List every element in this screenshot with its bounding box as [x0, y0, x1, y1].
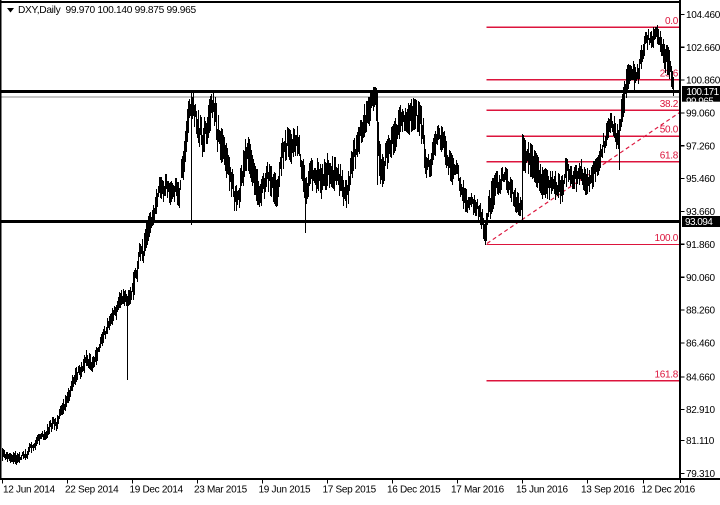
- svg-text:86.460: 86.460: [686, 339, 716, 350]
- svg-text:17 Sep 2015: 17 Sep 2015: [323, 485, 377, 496]
- svg-text:22 Sep 2014: 22 Sep 2014: [65, 485, 119, 496]
- svg-text:81.110: 81.110: [686, 436, 715, 447]
- svg-text:93.660: 93.660: [686, 207, 716, 218]
- svg-text:104.460: 104.460: [686, 10, 720, 21]
- svg-text:99.060: 99.060: [686, 109, 716, 120]
- svg-text:61.8: 61.8: [660, 150, 679, 161]
- svg-text:90.060: 90.060: [686, 273, 716, 284]
- svg-text:88.260: 88.260: [686, 306, 716, 317]
- svg-text:15 Jun 2016: 15 Jun 2016: [516, 485, 568, 496]
- svg-text:91.860: 91.860: [686, 240, 716, 251]
- svg-text:102.660: 102.660: [686, 43, 720, 54]
- svg-text:79.310: 79.310: [686, 469, 716, 480]
- svg-text:97.260: 97.260: [686, 141, 716, 152]
- svg-text:38.2: 38.2: [660, 99, 679, 110]
- svg-text:82.910: 82.910: [686, 405, 716, 416]
- svg-text:100.171: 100.171: [686, 87, 719, 98]
- svg-text:50.0: 50.0: [660, 125, 679, 136]
- svg-text:161.8: 161.8: [654, 369, 678, 380]
- svg-text:95.460: 95.460: [686, 174, 716, 185]
- svg-text:16 Dec 2015: 16 Dec 2015: [387, 485, 441, 496]
- svg-text:23 Mar 2015: 23 Mar 2015: [194, 485, 248, 496]
- svg-text:93.094: 93.094: [685, 217, 713, 228]
- svg-text:0.0: 0.0: [665, 16, 679, 27]
- svg-text:100.0: 100.0: [654, 233, 678, 244]
- svg-text:12 Dec 2016: 12 Dec 2016: [642, 485, 696, 496]
- svg-text:84.660: 84.660: [686, 373, 716, 384]
- svg-text:100.860: 100.860: [686, 76, 720, 87]
- svg-text:99.965: 99.965: [686, 97, 714, 108]
- svg-text:19 Dec 2014: 19 Dec 2014: [130, 485, 184, 496]
- svg-text:DXY,Daily 99.970 100.140 99.8: DXY,Daily 99.970 100.140 99.875 99.965: [18, 5, 196, 16]
- svg-text:19 Jun 2015: 19 Jun 2015: [259, 485, 311, 496]
- svg-text:13 Sep 2016: 13 Sep 2016: [581, 485, 635, 496]
- svg-text:17 Mar 2016: 17 Mar 2016: [451, 485, 505, 496]
- svg-text:12 Jun 2014: 12 Jun 2014: [3, 485, 55, 496]
